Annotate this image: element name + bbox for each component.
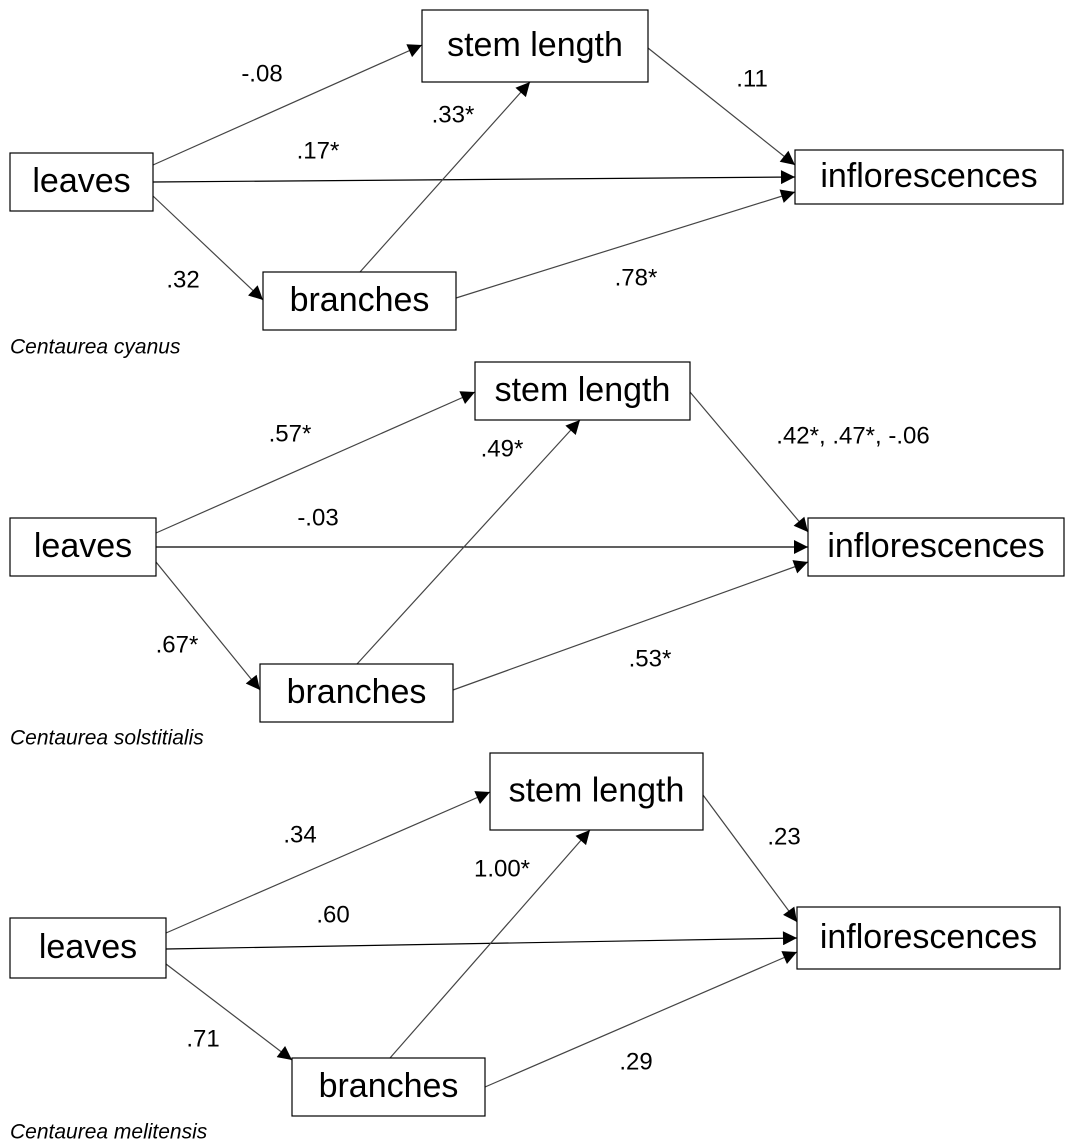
edge-label: .53* xyxy=(629,645,672,672)
node-box xyxy=(259,663,454,723)
node-label: leaves xyxy=(34,527,132,565)
arrow xyxy=(152,195,264,301)
edge-label: .11 xyxy=(736,65,768,92)
node-label: branches xyxy=(287,673,427,711)
node-box xyxy=(9,152,154,212)
edge-label: 1.00* xyxy=(474,855,530,882)
caption: Centaurea melitensis xyxy=(10,1121,208,1144)
node-box xyxy=(794,149,1064,205)
node-box xyxy=(262,271,457,331)
node-box xyxy=(421,9,649,83)
edge-label: .33* xyxy=(432,101,475,128)
edge-label: .60 xyxy=(316,901,349,928)
edge-label: .34 xyxy=(283,821,316,848)
node-label: leaves xyxy=(39,928,137,966)
node-box xyxy=(9,517,157,577)
edge-label: .49* xyxy=(481,435,524,462)
node-label: inflorescences xyxy=(820,157,1037,195)
node-box xyxy=(807,517,1065,577)
edge-label: .32 xyxy=(166,266,199,293)
node-box xyxy=(796,906,1061,970)
node-box xyxy=(9,917,167,979)
arrow xyxy=(152,170,796,185)
arrow xyxy=(455,189,796,299)
node-label: inflorescences xyxy=(827,527,1044,565)
arrow xyxy=(165,791,491,934)
edge-label: .29 xyxy=(619,1048,652,1075)
caption: Centaurea solstitialis xyxy=(10,727,204,750)
node-label: stem length xyxy=(509,771,685,809)
arrow xyxy=(484,951,798,1088)
edge-label: -.08 xyxy=(241,60,282,87)
arrow xyxy=(359,81,531,273)
node-label: stem length xyxy=(447,26,623,64)
edge-label: .23 xyxy=(767,823,800,850)
arrow xyxy=(389,829,591,1059)
node-box xyxy=(489,752,704,831)
node-box xyxy=(291,1057,486,1117)
caption: Centaurea cyanus xyxy=(10,336,181,359)
arrow xyxy=(155,391,476,534)
arrow xyxy=(152,44,423,166)
edge-label: .78* xyxy=(615,264,658,291)
edge-label: .17* xyxy=(297,137,340,164)
node-label: leaves xyxy=(32,162,130,200)
node-label: stem length xyxy=(495,371,671,409)
edge-label: .42*, .47*, -.06 xyxy=(776,422,929,449)
arrow xyxy=(165,931,798,950)
edge-label: .67* xyxy=(156,631,199,658)
edge-label: -.03 xyxy=(297,504,338,531)
node-label: branches xyxy=(290,281,430,319)
node-box xyxy=(474,361,691,421)
edge-label: .71 xyxy=(186,1025,219,1052)
arrow xyxy=(155,561,261,691)
arrow xyxy=(647,47,796,166)
arrow xyxy=(452,560,809,691)
arrow xyxy=(165,963,293,1061)
node-label: branches xyxy=(319,1067,459,1105)
arrow xyxy=(689,391,809,533)
arrow xyxy=(702,794,798,923)
arrow xyxy=(356,419,581,665)
node-label: inflorescences xyxy=(820,918,1037,956)
edge-label: .57* xyxy=(269,420,312,447)
